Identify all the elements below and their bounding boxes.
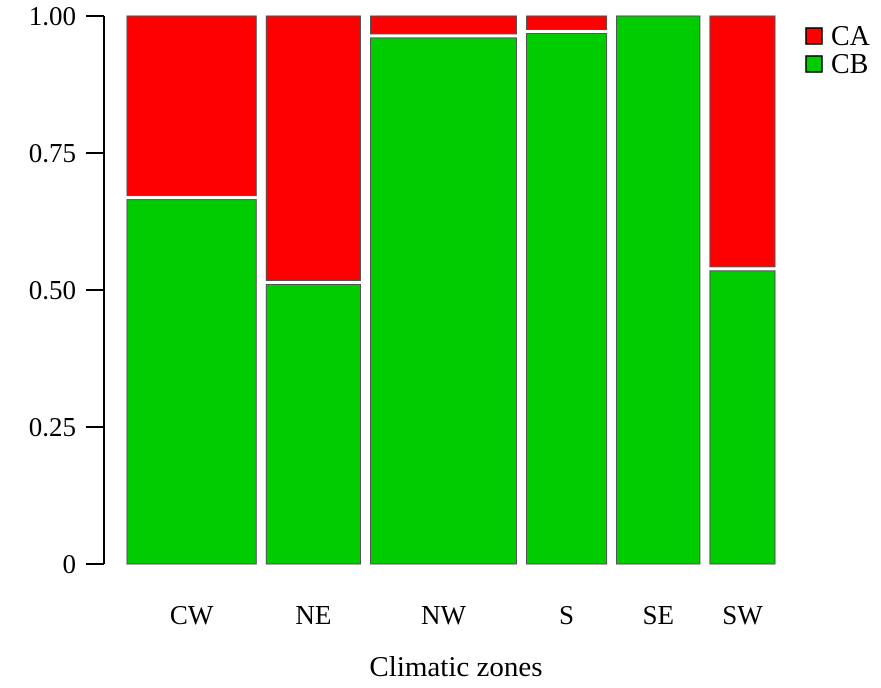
- x-tick-label: SW: [722, 600, 763, 630]
- y-tick-label: 1.00: [29, 1, 76, 31]
- y-tick-label: 0.25: [29, 412, 76, 442]
- x-axis: CW NE NW S SE SW: [170, 600, 763, 630]
- x-tick-label: SE: [642, 600, 674, 630]
- bar-s-ca: [526, 15, 608, 30]
- legend-item-cb: CB: [805, 49, 868, 80]
- y-axis: 0 0.25 0.50 0.75 1.00: [29, 1, 105, 579]
- bar-cw-ca: [126, 15, 257, 197]
- bar-nw-ca: [370, 15, 517, 35]
- legend-item-ca: CA: [805, 21, 871, 52]
- y-tick-label: 0.75: [29, 138, 76, 168]
- bar-ne-ca: [265, 15, 361, 281]
- bar-nw-cb: [370, 37, 517, 565]
- x-tick-label: CW: [170, 600, 214, 630]
- bar-cw-cb: [126, 199, 257, 565]
- x-tick-label: NW: [421, 600, 466, 630]
- bar-se-cb: [616, 15, 701, 565]
- legend-label: CA: [831, 21, 871, 52]
- plot-area: [126, 15, 776, 565]
- y-tick-label: 0.50: [29, 275, 76, 305]
- y-tick-label: 0: [63, 549, 77, 579]
- legend-swatch: [805, 55, 823, 73]
- legend-label: CB: [831, 49, 868, 80]
- legend-swatch: [805, 27, 823, 45]
- bar-sw-cb: [709, 270, 776, 565]
- x-tick-label: NE: [295, 600, 331, 630]
- bar-s-cb: [526, 33, 608, 565]
- x-axis-title: Climatic zones: [369, 651, 542, 683]
- bar-ne-cb: [265, 284, 361, 565]
- bar-sw-ca: [709, 15, 776, 268]
- x-tick-label: S: [559, 600, 574, 630]
